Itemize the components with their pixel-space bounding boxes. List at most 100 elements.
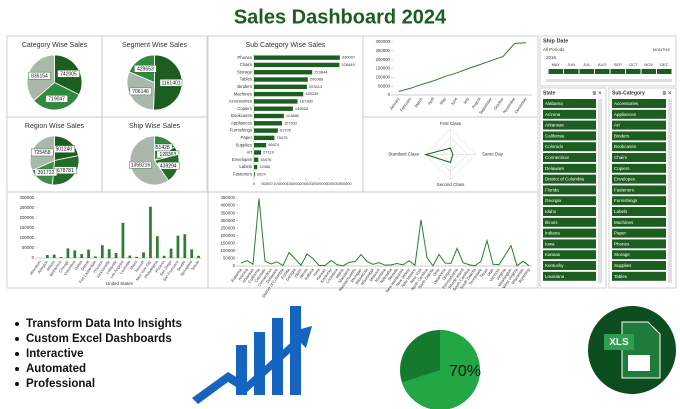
- slicer-item[interactable]: [543, 207, 596, 216]
- slicer-item-label[interactable]: Georgia: [545, 198, 562, 203]
- slicer-item-label[interactable]: Arizona: [545, 112, 561, 117]
- slicer-item[interactable]: [612, 142, 666, 152]
- slicer-item[interactable]: [612, 207, 666, 216]
- y-tick-label: 300000: [20, 195, 35, 200]
- slicer-item-label[interactable]: Connecticut: [545, 155, 570, 160]
- bar: [121, 222, 125, 258]
- x-tick-label: Florida: [280, 267, 292, 281]
- slicer-item-label[interactable]: Labels: [614, 209, 628, 214]
- slicer-item-label[interactable]: Accessories: [614, 101, 639, 106]
- slicer-item[interactable]: [543, 271, 596, 281]
- slicer-item-label[interactable]: Tables: [614, 274, 628, 279]
- slicer-item[interactable]: [612, 174, 666, 184]
- slicer-item-label[interactable]: Appliances: [614, 112, 637, 117]
- slicer-item-label[interactable]: California: [545, 133, 565, 138]
- slicer-item[interactable]: [543, 99, 596, 108]
- slicer-item-label[interactable]: Iowa: [545, 241, 555, 246]
- slicer-item[interactable]: [543, 120, 596, 130]
- slicer-item-label[interactable]: Bookcases: [614, 144, 637, 149]
- slicer-item-label[interactable]: Storage: [614, 252, 630, 257]
- slicer-month-bar[interactable]: [595, 69, 610, 74]
- slicer-item-label[interactable]: Copiers: [614, 166, 630, 171]
- slicer-item-label[interactable]: Colorado: [545, 144, 564, 149]
- slicer-item-label[interactable]: Paper: [614, 231, 627, 236]
- slicer-item-label[interactable]: Furnishings: [614, 198, 638, 203]
- y-tick-label: 100000: [221, 248, 236, 253]
- slicer-item-label[interactable]: Delaware: [545, 166, 565, 171]
- slicer-item-label[interactable]: Art: [614, 123, 621, 128]
- bar: [183, 234, 187, 258]
- slicer-month-bar[interactable]: [579, 69, 595, 74]
- slicer-month-bar[interactable]: [641, 69, 657, 74]
- slicer-month-bar[interactable]: [626, 69, 641, 74]
- slicer-item[interactable]: [612, 109, 666, 119]
- slicer-item[interactable]: [543, 228, 596, 238]
- slicer-item[interactable]: [543, 239, 596, 249]
- slicer-item-label[interactable]: Illinois: [545, 220, 558, 225]
- slicer-item-label[interactable]: Binders: [614, 133, 630, 138]
- slicer-item-label[interactable]: Arkansas: [545, 123, 565, 128]
- slicer-item-label[interactable]: Indiana: [545, 231, 560, 236]
- slicer-item[interactable]: [612, 153, 666, 162]
- slicer-item-label[interactable]: Kansas: [545, 252, 561, 257]
- bar: [52, 254, 56, 258]
- slicer-item-label[interactable]: Kentucky: [545, 263, 564, 268]
- slicer-item[interactable]: [543, 261, 596, 270]
- slicer-item[interactable]: [612, 261, 666, 270]
- x-tick-label: Atlanta: [46, 259, 57, 272]
- slicer-item-label[interactable]: Chairs: [614, 155, 628, 160]
- slicer-item[interactable]: [543, 196, 596, 206]
- x-tick-label: Phoenix: [155, 260, 166, 274]
- slicer-item[interactable]: [612, 228, 666, 238]
- radar-label: Same Day: [482, 152, 504, 157]
- slicer-item[interactable]: [543, 217, 596, 227]
- line: [240, 198, 530, 267]
- slicer-item-label[interactable]: Idaho: [545, 209, 557, 214]
- slicer-item[interactable]: [612, 271, 666, 281]
- slicer-item[interactable]: [612, 239, 666, 249]
- slicer-title: Ship Date: [543, 38, 568, 44]
- slicer-item[interactable]: [543, 153, 596, 162]
- slicer-item[interactable]: [543, 163, 596, 173]
- slicer-month-bar[interactable]: [548, 69, 564, 74]
- slicer-item[interactable]: [543, 174, 596, 184]
- slicer-item[interactable]: [543, 109, 596, 119]
- slicer-month-bar[interactable]: [564, 69, 579, 74]
- slicer-item-label[interactable]: District of Columbia: [545, 177, 585, 182]
- slicer-item-label[interactable]: Supplies: [614, 263, 632, 268]
- slicer-item-label[interactable]: Fasteners: [614, 187, 635, 192]
- data-label: 206966: [310, 77, 324, 82]
- data-label: 725458: [34, 150, 51, 156]
- radar-shape: [423, 147, 454, 164]
- slicer-item[interactable]: [612, 250, 666, 260]
- slicer-item[interactable]: [543, 185, 596, 195]
- slicer-item-label[interactable]: Machines: [614, 220, 634, 225]
- x-tick-label: Arlington: [37, 260, 49, 275]
- slicer-item-label[interactable]: Phones: [614, 241, 630, 246]
- slicer-item[interactable]: [612, 163, 666, 173]
- slicer-item[interactable]: [612, 131, 666, 141]
- slicer-item-label[interactable]: Alabama: [545, 101, 563, 106]
- bar: [254, 106, 293, 111]
- slicer-item-label[interactable]: Louisiana: [545, 274, 565, 279]
- slicer-item[interactable]: [543, 250, 596, 260]
- slicer-item[interactable]: [543, 131, 596, 141]
- slicer-item[interactable]: [612, 196, 666, 206]
- data-label: 391722: [38, 170, 55, 176]
- slicer-icons: ≣ ✕: [592, 87, 602, 96]
- bar: [155, 236, 159, 258]
- gauge-label: 70%: [449, 363, 481, 380]
- slicer-item-label[interactable]: Envelopes: [614, 177, 636, 182]
- slicer-item[interactable]: [612, 120, 666, 130]
- slicer-item[interactable]: [543, 142, 596, 152]
- slicer-month-bar[interactable]: [610, 69, 626, 74]
- bar: [190, 249, 194, 258]
- slicer-item[interactable]: [612, 185, 666, 195]
- y-tick-label: 250000: [376, 48, 391, 53]
- slicer-item[interactable]: [612, 217, 666, 227]
- icon-sheet: [628, 355, 650, 371]
- slicer-month-bar[interactable]: [657, 69, 672, 74]
- slicer-item[interactable]: [612, 99, 666, 108]
- data-label: 167380: [300, 98, 314, 103]
- slicer-item-label[interactable]: Florida: [545, 187, 559, 192]
